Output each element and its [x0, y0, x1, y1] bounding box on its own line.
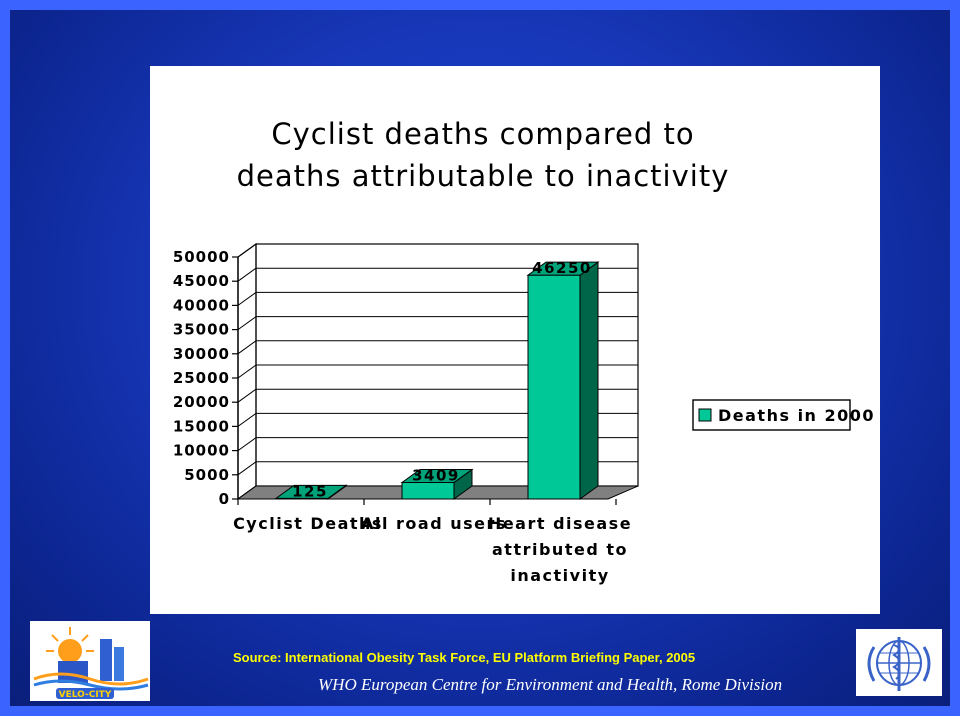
y-tick-label: 5000	[184, 466, 230, 484]
x-category-label: Cyclist Deaths	[233, 514, 383, 533]
y-tick-label: 0	[219, 490, 230, 508]
gridline-side	[237, 340, 257, 355]
slide-background: Cyclist deaths compared to deaths attribu…	[10, 10, 950, 706]
velo-city-logo: VELO-CITY	[30, 621, 150, 701]
source-text: Source: International Obesity Task Force…	[233, 650, 696, 665]
gridline-side	[237, 267, 257, 282]
gridline-side	[237, 364, 257, 379]
chart-panel: Cyclist deaths compared to deaths attribu…	[150, 66, 880, 614]
bar	[401, 482, 455, 500]
velo-city-wordmark: VELO-CITY	[59, 690, 112, 700]
x-category-label: attributed to	[492, 540, 628, 559]
data-label: 125	[292, 482, 328, 500]
bar-top	[526, 261, 600, 276]
gridline-side	[237, 461, 257, 476]
gridline-side	[237, 412, 257, 427]
x-category-label: All road users	[361, 514, 507, 533]
gridline-side	[237, 388, 257, 403]
chart-title: deaths attributable to inactivity	[237, 159, 730, 193]
gridline-side	[237, 316, 257, 331]
y-tick-label: 30000	[173, 345, 230, 363]
bar-top	[400, 469, 474, 484]
gridline-side	[237, 291, 257, 306]
legend-box	[692, 399, 851, 431]
bar-top	[274, 484, 348, 499]
x-category-label: inactivity	[510, 566, 609, 585]
chart-title: Cyclist deaths compared to	[271, 117, 694, 151]
legend-label: Deaths in 2000	[718, 406, 875, 425]
y-tick-label: 20000	[173, 393, 230, 411]
y-tick-label: 45000	[173, 272, 230, 290]
bar-side	[579, 261, 599, 500]
bar	[527, 274, 581, 500]
footer-text: WHO European Centre for Environment and …	[318, 675, 783, 694]
y-tick-label: 35000	[173, 321, 230, 339]
y-tick-label: 50000	[173, 248, 230, 266]
bar-chart: Cyclist deaths compared to deaths attribu…	[173, 117, 875, 585]
who-emblem	[856, 629, 942, 696]
data-label: 46250	[532, 259, 592, 277]
y-tick-label: 40000	[173, 296, 230, 314]
legend-swatch	[698, 408, 712, 422]
y-tick-label: 15000	[173, 417, 230, 435]
data-label: 3409	[412, 467, 460, 485]
gridline-side	[237, 437, 257, 452]
x-category-label: Heart disease	[488, 514, 632, 533]
y-tick-label: 25000	[173, 369, 230, 387]
y-tick-label: 10000	[173, 442, 230, 460]
